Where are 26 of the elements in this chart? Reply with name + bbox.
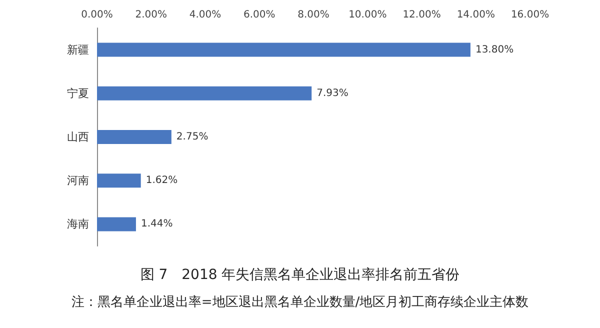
x-tick-label: 6.00% [243, 10, 276, 20]
x-tick-label: 16.00% [510, 10, 550, 20]
x-tick-label: 8.00% [298, 10, 330, 20]
text: 注：黑名单企业退出率=地区退出黑名单企业数量/地区月初工商存续企业主体数 [71, 294, 529, 310]
bar [97, 217, 136, 232]
y-tick-label: 海南 [67, 218, 89, 231]
text: 图 7 2018 年失信黑名单企业退出率排名前五省份 [140, 267, 460, 283]
y-tick-label: 宁夏 [67, 86, 89, 100]
y-tick-label: 新疆 [67, 43, 89, 56]
x-tick-label: 10.00% [348, 10, 387, 20]
y-tick-label: 山西 [67, 130, 89, 144]
x-tick-label: 2.00% [135, 10, 168, 20]
x-tick-label: 4.00% [189, 10, 222, 20]
data-label: 2.75% [176, 132, 208, 142]
y-tick-label: 河南 [67, 174, 89, 188]
data-label: 1.62% [146, 175, 178, 186]
bar [97, 174, 141, 188]
x-tick-label: 14.00% [456, 10, 495, 20]
x-tick-label: 12.00% [402, 10, 441, 20]
bar [97, 130, 172, 144]
data-label: 13.80% [475, 44, 514, 56]
bar [97, 42, 470, 57]
data-label: 7.93% [316, 88, 348, 99]
x-tick-label: 0.00% [81, 10, 113, 20]
data-label: 1.44% [140, 218, 173, 230]
bar [97, 86, 312, 100]
